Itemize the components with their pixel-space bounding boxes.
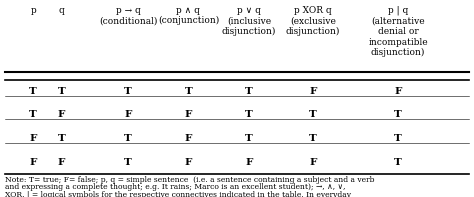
Text: p: p: [30, 6, 36, 15]
Text: F: F: [185, 110, 192, 119]
Text: T: T: [184, 87, 192, 96]
Text: q: q: [59, 6, 64, 15]
Text: T: T: [29, 110, 37, 119]
Text: F: F: [394, 87, 402, 96]
Text: T: T: [29, 87, 37, 96]
Text: p ∨ q
(inclusive
disjunction): p ∨ q (inclusive disjunction): [222, 6, 276, 36]
Text: p XOR q
(exclusive
disjunction): p XOR q (exclusive disjunction): [286, 6, 340, 36]
Text: p ∧ q
(conjunction): p ∧ q (conjunction): [158, 6, 219, 25]
Text: T: T: [394, 158, 402, 167]
Text: T: T: [58, 134, 65, 143]
Text: T: T: [124, 87, 132, 96]
Text: F: F: [309, 87, 317, 96]
Text: T: T: [245, 87, 253, 96]
Text: p → q
(conditional): p → q (conditional): [99, 6, 157, 25]
Text: XOR, | = logical symbols for the respective connectives indicated in the table. : XOR, | = logical symbols for the respect…: [5, 191, 351, 197]
Text: T: T: [394, 134, 402, 143]
Text: F: F: [29, 158, 37, 167]
Text: T: T: [124, 134, 132, 143]
Text: and expressing a complete thought; e.g. It rains; Marco is an excellent student): and expressing a complete thought; e.g. …: [5, 183, 345, 191]
Text: F: F: [58, 158, 65, 167]
Text: F: F: [185, 158, 192, 167]
Text: T: T: [394, 110, 402, 119]
Text: Note: T= true; F= false; p, q = simple sentence  (i.e. a sentence containing a s: Note: T= true; F= false; p, q = simple s…: [5, 176, 374, 184]
Text: F: F: [245, 158, 253, 167]
Text: T: T: [245, 134, 253, 143]
Text: F: F: [309, 158, 317, 167]
Text: T: T: [245, 110, 253, 119]
Text: F: F: [29, 134, 37, 143]
Text: F: F: [124, 110, 132, 119]
Text: F: F: [185, 134, 192, 143]
Text: p | q
(alternative
denial or
incompatible
disjunction): p | q (alternative denial or incompatibl…: [368, 6, 428, 57]
Text: T: T: [124, 158, 132, 167]
Text: F: F: [58, 110, 65, 119]
Text: T: T: [309, 110, 317, 119]
Text: T: T: [309, 134, 317, 143]
Text: T: T: [58, 87, 65, 96]
